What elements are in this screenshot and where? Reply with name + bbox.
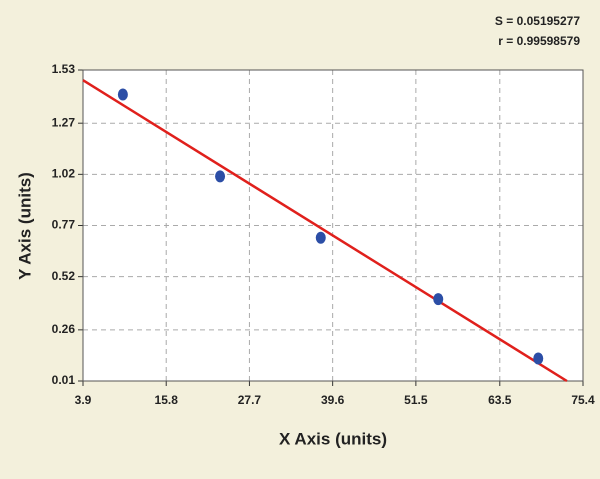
y-tick-label: 1.27 [52, 115, 76, 129]
y-tick-label: 0.52 [52, 269, 76, 283]
annotation: r = 0.99598579 [498, 34, 580, 48]
data-point [533, 352, 544, 365]
x-tick-label: 3.9 [75, 393, 92, 407]
y-tick-label: 0.26 [52, 322, 76, 336]
plot-frame [82, 69, 584, 382]
y-tick-label: 1.02 [52, 167, 76, 181]
y-axis-label: Y Axis (units) [15, 172, 34, 280]
data-point [215, 170, 226, 183]
y-tick-label: 0.77 [52, 218, 76, 232]
x-tick-label: 75.4 [571, 393, 595, 407]
x-tick-label: 51.5 [404, 393, 428, 407]
y-tick-label: 0.01 [52, 373, 76, 387]
data-point [117, 88, 128, 101]
annotation: S = 0.05195277 [495, 14, 580, 28]
fit-line [82, 79, 568, 383]
x-tick-label: 27.7 [238, 393, 262, 407]
y-tick-label: 1.53 [52, 62, 76, 76]
data-point [315, 231, 326, 244]
x-axis-label: X Axis (units) [279, 429, 387, 448]
x-tick-label: 15.8 [155, 393, 179, 407]
x-tick-label: 63.5 [488, 393, 512, 407]
data-point [433, 293, 444, 306]
x-tick-label: 39.6 [321, 393, 345, 407]
